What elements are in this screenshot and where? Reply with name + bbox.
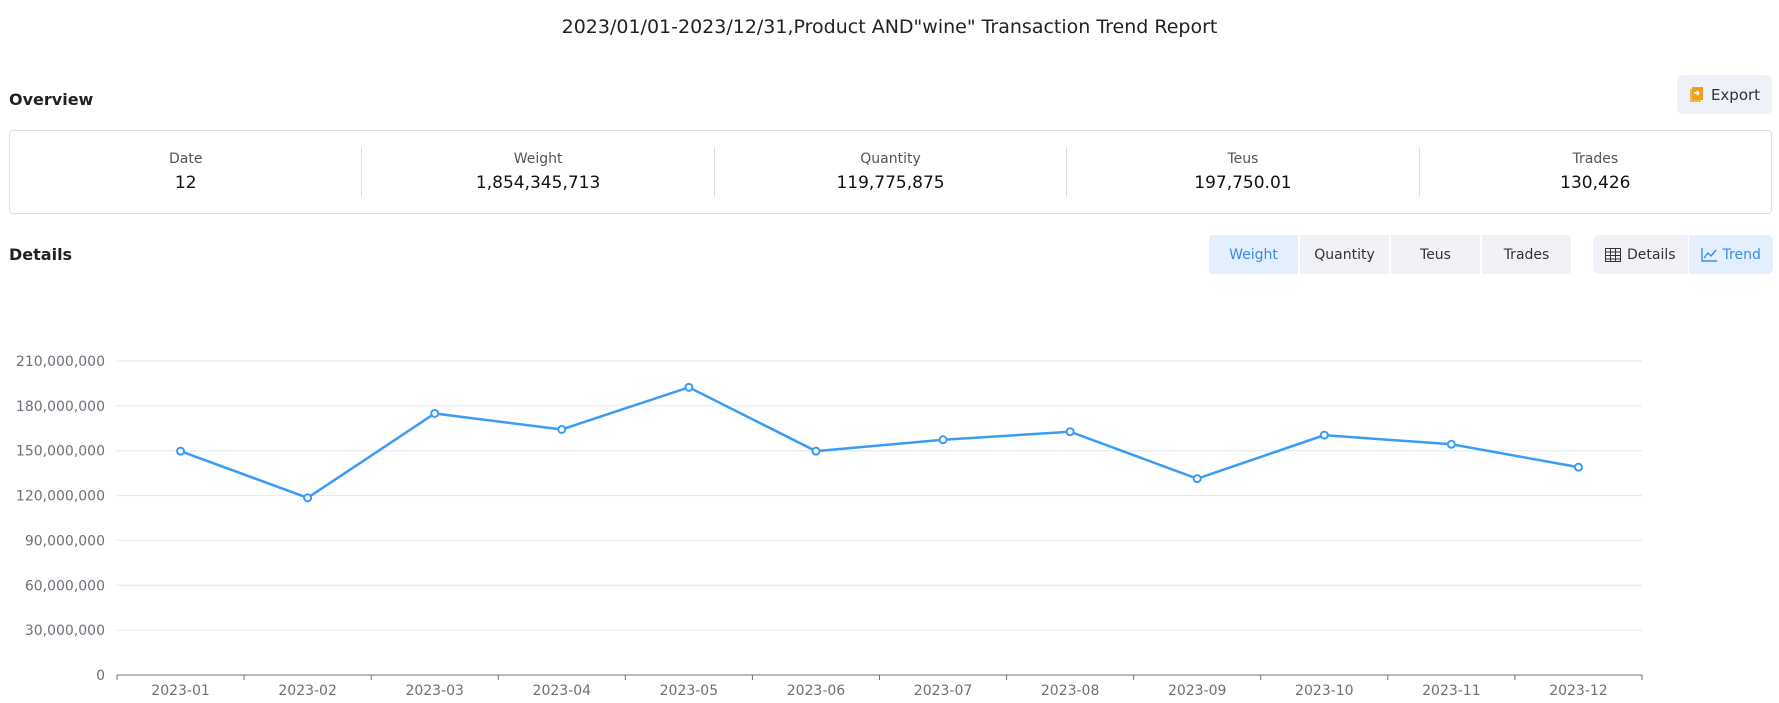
- data-point: [557, 424, 567, 434]
- details-view-button[interactable]: Details: [1593, 235, 1688, 274]
- x-tick-label: 2023-02: [278, 683, 337, 699]
- export-label: Export: [1710, 85, 1761, 104]
- data-point: [430, 408, 440, 418]
- x-tick-label: 2023-06: [787, 683, 846, 699]
- line-chart-icon: [1700, 247, 1717, 262]
- tab-trades[interactable]: Trades: [1482, 235, 1571, 274]
- data-point: [1573, 462, 1583, 472]
- view-toggle: Details Trend: [1593, 235, 1773, 274]
- stat-label: Quantity: [860, 151, 921, 167]
- stat-value: 1,854,345,713: [475, 173, 601, 193]
- trend-chart: 0 30,000,000 60,000,000 90,000,000 120,000,0…: [16, 354, 1643, 699]
- data-point: [1192, 474, 1202, 484]
- metric-tabs: Weight Quantity Teus Trades: [1209, 235, 1571, 274]
- data-point: [1446, 439, 1456, 449]
- details-heading: Details: [9, 245, 73, 264]
- x-tick-label: 2023-10: [1295, 683, 1354, 699]
- stat-weight: Weight 1,854,345,713: [361, 147, 713, 197]
- stat-trades: Trades 130,426: [1418, 147, 1771, 197]
- x-tick-label: 2023-07: [914, 683, 973, 699]
- stat-label: Trades: [1572, 151, 1619, 167]
- x-tick-label: 2023-09: [1168, 683, 1227, 699]
- export-file-icon: [1689, 87, 1703, 102]
- data-point: [811, 446, 821, 456]
- y-tick-label: 0: [96, 668, 105, 684]
- data-point: [176, 446, 186, 456]
- x-tick-label: 2023-08: [1041, 683, 1100, 699]
- stat-label: Teus: [1227, 151, 1259, 167]
- x-tick-label: 2023-11: [1422, 683, 1481, 699]
- overview-summary: Date 12 Weight 1,854,345,713 Quantity 119,7…: [9, 130, 1772, 214]
- trend-view-label: Trend: [1722, 246, 1761, 263]
- data-point: [1065, 427, 1075, 437]
- x-tick-label: 2023-03: [405, 683, 464, 699]
- data-point: [684, 382, 694, 392]
- y-tick-label: 210,000,000: [16, 354, 105, 370]
- stat-quantity: Quantity 119,775,875: [713, 147, 1066, 197]
- y-tick-label: 150,000,000: [16, 444, 105, 460]
- stat-label: Date: [168, 151, 203, 167]
- stat-value: 12: [174, 173, 197, 193]
- x-tick-label: 2023-05: [660, 683, 719, 699]
- stat-value: 119,775,875: [836, 173, 945, 193]
- data-point: [1319, 430, 1329, 440]
- stat-teus: Teus 197,750.01: [1066, 147, 1418, 197]
- y-tick-label: 30,000,000: [25, 623, 105, 639]
- x-tick-label: 2023-12: [1549, 683, 1608, 699]
- data-point: [303, 493, 313, 503]
- overview-heading: Overview: [9, 90, 94, 109]
- y-tick-label: 120,000,000: [16, 489, 105, 505]
- y-tick-label: 60,000,000: [25, 578, 105, 594]
- details-view-label: Details: [1627, 246, 1676, 263]
- stat-date: Date 12: [10, 147, 361, 197]
- trend-view-button[interactable]: Trend: [1688, 235, 1773, 274]
- y-tick-label: 90,000,000: [25, 533, 105, 549]
- tab-weight[interactable]: Weight: [1209, 235, 1298, 274]
- data-point: [938, 435, 948, 445]
- y-tick-label: 180,000,000: [16, 399, 105, 415]
- tab-quantity[interactable]: Quantity: [1300, 235, 1389, 274]
- table-icon: [1605, 247, 1621, 262]
- report-title: 2023/01/01-2023/12/31,Product AND"wine" …: [561, 16, 1218, 38]
- tab-teus[interactable]: Teus: [1391, 235, 1480, 274]
- x-tick-label: 2023-01: [151, 683, 210, 699]
- stat-label: Weight: [513, 151, 563, 167]
- x-tick-label: 2023-04: [533, 683, 592, 699]
- series-line: [180, 385, 1579, 500]
- stat-value: 130,426: [1560, 173, 1631, 193]
- stat-value: 197,750.01: [1194, 173, 1292, 193]
- export-button[interactable]: Export: [1677, 75, 1772, 114]
